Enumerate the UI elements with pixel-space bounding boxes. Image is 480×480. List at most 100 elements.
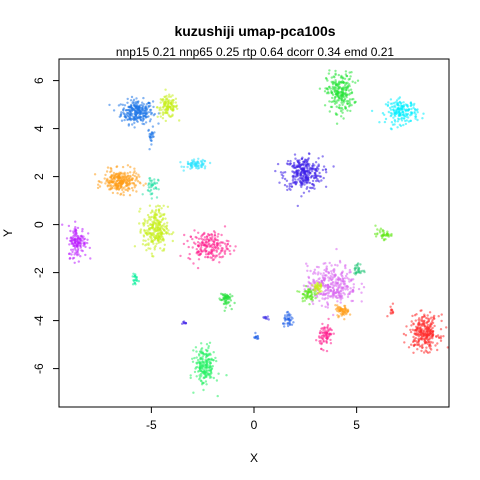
data-point bbox=[324, 76, 328, 80]
data-point bbox=[187, 162, 191, 166]
data-point bbox=[161, 111, 165, 114]
data-point bbox=[324, 288, 328, 292]
data-point bbox=[192, 158, 196, 161]
data-point bbox=[302, 191, 306, 194]
data-point bbox=[303, 158, 307, 161]
data-point bbox=[381, 112, 385, 115]
data-point bbox=[169, 95, 173, 98]
data-point bbox=[304, 284, 308, 288]
data-point bbox=[166, 108, 170, 111]
data-point bbox=[105, 179, 109, 182]
data-point bbox=[148, 148, 151, 151]
data-point bbox=[131, 123, 134, 126]
data-point bbox=[400, 119, 404, 122]
data-point bbox=[156, 239, 159, 242]
data-point bbox=[208, 366, 212, 369]
data-point bbox=[171, 94, 174, 97]
data-point bbox=[61, 223, 64, 226]
data-point bbox=[370, 109, 374, 113]
data-point bbox=[153, 112, 156, 116]
data-point bbox=[342, 81, 345, 84]
data-point bbox=[334, 95, 337, 99]
data-point bbox=[404, 112, 408, 115]
data-point bbox=[405, 325, 408, 328]
data-point bbox=[290, 185, 293, 188]
data-point bbox=[410, 112, 413, 115]
data-point bbox=[146, 213, 150, 217]
data-point bbox=[225, 297, 228, 300]
data-point bbox=[341, 103, 344, 107]
data-point bbox=[223, 309, 226, 312]
data-point bbox=[83, 237, 87, 240]
data-point bbox=[143, 229, 146, 233]
data-point bbox=[331, 83, 335, 86]
cluster-6 bbox=[370, 96, 425, 131]
data-point bbox=[340, 90, 343, 94]
data-point bbox=[436, 342, 439, 345]
data-point bbox=[352, 278, 355, 281]
data-point bbox=[198, 360, 201, 363]
data-point bbox=[148, 179, 152, 182]
data-point bbox=[227, 240, 230, 243]
data-point bbox=[288, 184, 291, 188]
data-point bbox=[199, 248, 202, 251]
data-point bbox=[215, 379, 219, 382]
data-point bbox=[169, 107, 173, 111]
data-point bbox=[256, 336, 260, 340]
data-point bbox=[120, 179, 123, 183]
data-point bbox=[334, 79, 337, 82]
data-point bbox=[151, 254, 154, 258]
data-point bbox=[348, 84, 351, 88]
data-point bbox=[72, 248, 75, 251]
data-point bbox=[147, 129, 150, 132]
data-point bbox=[160, 239, 163, 242]
data-point bbox=[153, 246, 156, 249]
data-point bbox=[157, 241, 160, 244]
data-point bbox=[161, 113, 165, 117]
data-point bbox=[324, 262, 327, 265]
data-point bbox=[224, 249, 227, 252]
data-point bbox=[148, 182, 151, 185]
data-point bbox=[79, 235, 83, 238]
data-point bbox=[191, 246, 194, 249]
data-point bbox=[429, 330, 432, 333]
data-point bbox=[283, 325, 286, 328]
data-point bbox=[402, 101, 405, 104]
data-point bbox=[204, 255, 207, 259]
data-point bbox=[184, 321, 187, 325]
data-point bbox=[214, 256, 217, 259]
data-point bbox=[329, 274, 332, 278]
data-point bbox=[343, 306, 347, 309]
data-point bbox=[75, 245, 79, 249]
data-point bbox=[409, 114, 412, 117]
data-point bbox=[328, 332, 331, 335]
data-point bbox=[215, 249, 218, 252]
data-point bbox=[148, 177, 151, 180]
data-point bbox=[154, 214, 158, 217]
data-point bbox=[116, 192, 119, 195]
data-point bbox=[337, 106, 340, 109]
data-point bbox=[132, 182, 135, 185]
data-point bbox=[416, 108, 419, 111]
data-point bbox=[229, 293, 232, 296]
data-point bbox=[152, 187, 156, 190]
data-point bbox=[220, 247, 223, 250]
data-point bbox=[210, 233, 214, 237]
data-point bbox=[136, 116, 139, 119]
data-point bbox=[126, 164, 130, 167]
data-point bbox=[425, 346, 428, 349]
data-point bbox=[386, 103, 390, 107]
cluster-13 bbox=[131, 272, 140, 286]
data-point bbox=[352, 286, 355, 289]
data-point bbox=[142, 103, 145, 106]
data-point bbox=[322, 165, 326, 168]
data-point bbox=[175, 104, 179, 107]
data-point bbox=[182, 242, 186, 246]
data-point bbox=[313, 187, 316, 190]
data-point bbox=[135, 190, 138, 193]
data-point bbox=[311, 183, 314, 186]
data-point bbox=[120, 192, 123, 195]
data-point bbox=[354, 273, 357, 276]
data-point bbox=[296, 204, 299, 208]
data-point bbox=[148, 190, 152, 193]
